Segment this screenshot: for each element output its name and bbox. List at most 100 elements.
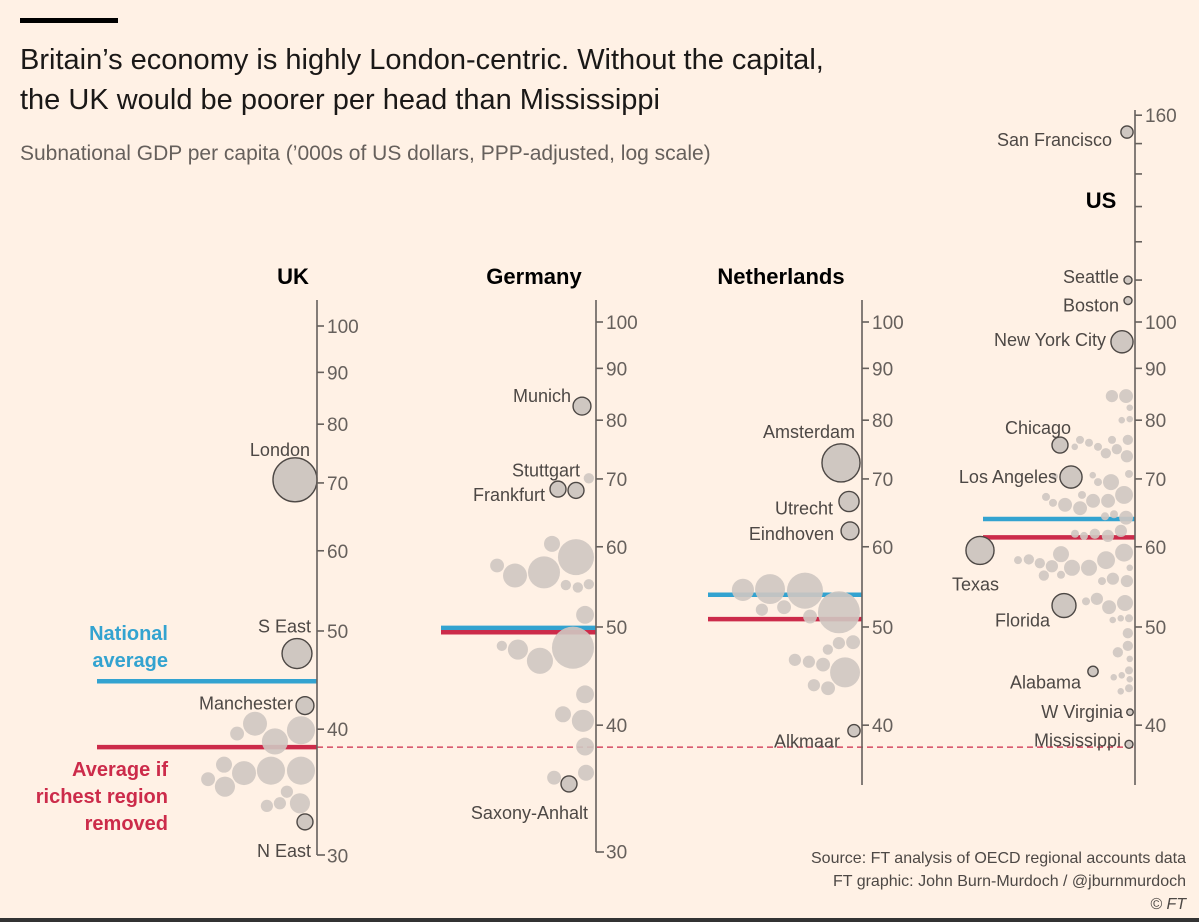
bubble-region <box>260 799 274 812</box>
bubble-region <box>1101 529 1114 543</box>
bubble-region <box>544 535 560 552</box>
bubble-region <box>576 685 595 704</box>
bubble-region <box>243 711 267 736</box>
bubble-alabama <box>1087 665 1099 678</box>
region-label-texas: Texas <box>952 574 999 594</box>
bubble-region <box>571 709 594 732</box>
chart-title: Britain’s economy is highly London-centr… <box>20 40 824 120</box>
title-line-2: the UK would be poorer per head than Mis… <box>20 84 660 116</box>
tick-label-netherlands-90: 90 <box>872 359 893 380</box>
richest-removed-label-line-2: richest region <box>36 786 168 808</box>
tick-label-germany-80: 80 <box>606 411 627 432</box>
bubble-seattle <box>1123 275 1133 285</box>
bubble-region <box>583 473 594 484</box>
tick-label-germany-60: 60 <box>606 538 627 559</box>
richest-removed-label-line-1: Average if <box>72 759 168 781</box>
bubble-region <box>232 761 256 786</box>
tick-label-us-90: 90 <box>1145 359 1166 380</box>
bubble-w-virginia <box>1126 708 1134 717</box>
tick-label-uk-60: 60 <box>327 542 348 563</box>
bubble-new-york-city <box>1110 330 1134 354</box>
bubble-region <box>1118 672 1125 679</box>
bubble-region <box>1125 469 1133 478</box>
tick-label-netherlands-60: 60 <box>872 538 893 559</box>
bubble-region <box>572 582 583 593</box>
bubble-utrecht <box>838 490 860 513</box>
bubble-region <box>1023 554 1034 565</box>
region-label-munich: Munich <box>513 386 571 406</box>
tick-label-netherlands-40: 40 <box>872 716 893 737</box>
bubble-london <box>272 457 318 503</box>
tick-label-germany-100: 100 <box>606 313 638 334</box>
bubble-region <box>1119 389 1133 404</box>
bubble-region <box>1097 551 1115 570</box>
bubble-region <box>846 635 860 650</box>
bubble-region <box>1122 434 1133 446</box>
bubble-region <box>1111 444 1122 455</box>
bubble-region <box>1110 674 1117 681</box>
bubble-region <box>490 558 504 573</box>
source-note: Source: FT analysis of OECD regional acc… <box>811 850 1186 867</box>
bubble-region <box>821 681 835 696</box>
bubble-region <box>1085 438 1093 447</box>
bubble-region <box>1117 688 1124 695</box>
region-label-frankfurt: Frankfurt <box>473 485 545 505</box>
bubble-region <box>1081 559 1098 576</box>
tick-label-netherlands-50: 50 <box>872 618 893 639</box>
region-label-eindhoven: Eindhoven <box>749 524 834 544</box>
bubble-region <box>1086 493 1100 508</box>
bubble-region <box>1089 528 1100 539</box>
bubble-region <box>1125 684 1133 693</box>
tick-label-germany-70: 70 <box>606 470 627 491</box>
bubble-region <box>755 603 768 616</box>
bubble-region <box>1117 615 1124 622</box>
bubble-region <box>1080 531 1088 540</box>
tick-label-germany-30: 30 <box>606 843 627 864</box>
bubble-region <box>1101 512 1109 521</box>
bubble-region <box>201 772 215 787</box>
bubble-chicago <box>1051 436 1069 454</box>
bubble-florida <box>1051 592 1077 619</box>
bubble-region <box>1126 564 1133 572</box>
bubble-region <box>1118 416 1125 424</box>
region-label-mississippi: Mississippi <box>1034 730 1121 750</box>
bubble-region <box>507 639 528 660</box>
tick-label-germany-90: 90 <box>606 359 627 380</box>
tick-label-us-100: 100 <box>1145 313 1177 334</box>
region-label-seattle: Seattle <box>1063 267 1119 287</box>
bubble-region <box>1090 592 1103 605</box>
tick-label-uk-80: 80 <box>327 415 348 436</box>
bubble-region <box>1119 510 1133 525</box>
bubble-region <box>576 605 595 624</box>
bubble-region <box>1126 675 1133 683</box>
bubble-manchester <box>295 695 315 716</box>
tick-label-germany-50: 50 <box>606 618 627 639</box>
bubble-n-east <box>296 813 314 831</box>
bubble-region <box>1064 559 1081 576</box>
bubble-mississippi <box>1124 739 1134 749</box>
bubble-region <box>214 776 235 797</box>
bubble-region <box>1058 497 1072 512</box>
bubble-region <box>1125 666 1133 675</box>
tick-label-uk-50: 50 <box>327 622 348 643</box>
bubble-eindhoven <box>840 521 860 541</box>
tick-label-us-160: 160 <box>1145 106 1177 127</box>
bubble-region <box>817 591 861 634</box>
tick-label-uk-40: 40 <box>327 720 348 741</box>
bubble-region <box>1112 647 1123 658</box>
bubble-region <box>1105 389 1118 403</box>
bubble-region <box>528 556 561 589</box>
bubble-region <box>1089 471 1096 479</box>
richest-removed-label-line-3: removed <box>85 813 168 835</box>
region-label-stuttgart: Stuttgart <box>512 460 580 480</box>
bubble-munich <box>572 396 592 416</box>
region-label-london: London <box>250 440 310 460</box>
bubble-region <box>1106 572 1119 585</box>
bubble-region <box>216 756 232 773</box>
tick-label-uk-90: 90 <box>327 363 348 384</box>
bubble-region <box>280 785 294 798</box>
region-labels: UK London S East Manchester N East Germany Mun… <box>199 130 1124 861</box>
region-label-boston: Boston <box>1063 296 1119 316</box>
bubble-region <box>583 579 594 590</box>
